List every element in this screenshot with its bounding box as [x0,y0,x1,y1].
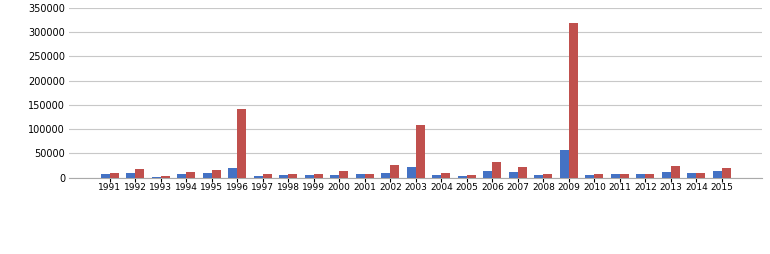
Bar [433,175,441,178]
Bar [365,174,373,178]
Bar [390,165,399,178]
Bar [544,174,552,178]
Bar [254,176,263,178]
Bar [721,168,731,178]
Bar [492,162,501,178]
Bar [263,174,272,178]
Bar [517,167,527,178]
Bar [458,176,467,178]
Bar [620,174,629,178]
Bar [280,175,288,178]
Bar [126,173,136,178]
Bar [416,125,425,178]
Bar [637,174,645,178]
Bar [560,150,569,178]
Legend: Waarnemingen, Aantal: Waarnemingen, Aantal [329,252,503,254]
Bar [136,169,144,178]
Bar [330,175,340,178]
Bar [645,174,654,178]
Bar [101,174,110,178]
Bar [305,175,314,178]
Bar [407,167,416,178]
Bar [662,172,671,178]
Bar [713,170,721,178]
Bar [356,174,365,178]
Bar [110,173,119,178]
Bar [467,175,476,178]
Bar [229,168,237,178]
Bar [509,172,517,178]
Bar [314,174,323,178]
Bar [237,109,246,178]
Bar [152,177,161,178]
Bar [569,23,578,178]
Bar [203,173,212,178]
Bar [441,173,450,178]
Bar [340,171,348,178]
Bar [585,175,594,178]
Bar [611,174,620,178]
Bar [381,173,390,178]
Bar [594,174,603,178]
Bar [696,173,705,178]
Bar [688,173,696,178]
Bar [534,175,544,178]
Bar [288,174,297,178]
Bar [484,170,492,178]
Bar [161,176,169,178]
Bar [212,169,221,178]
Bar [177,174,186,178]
Bar [186,172,195,178]
Bar [671,166,680,178]
